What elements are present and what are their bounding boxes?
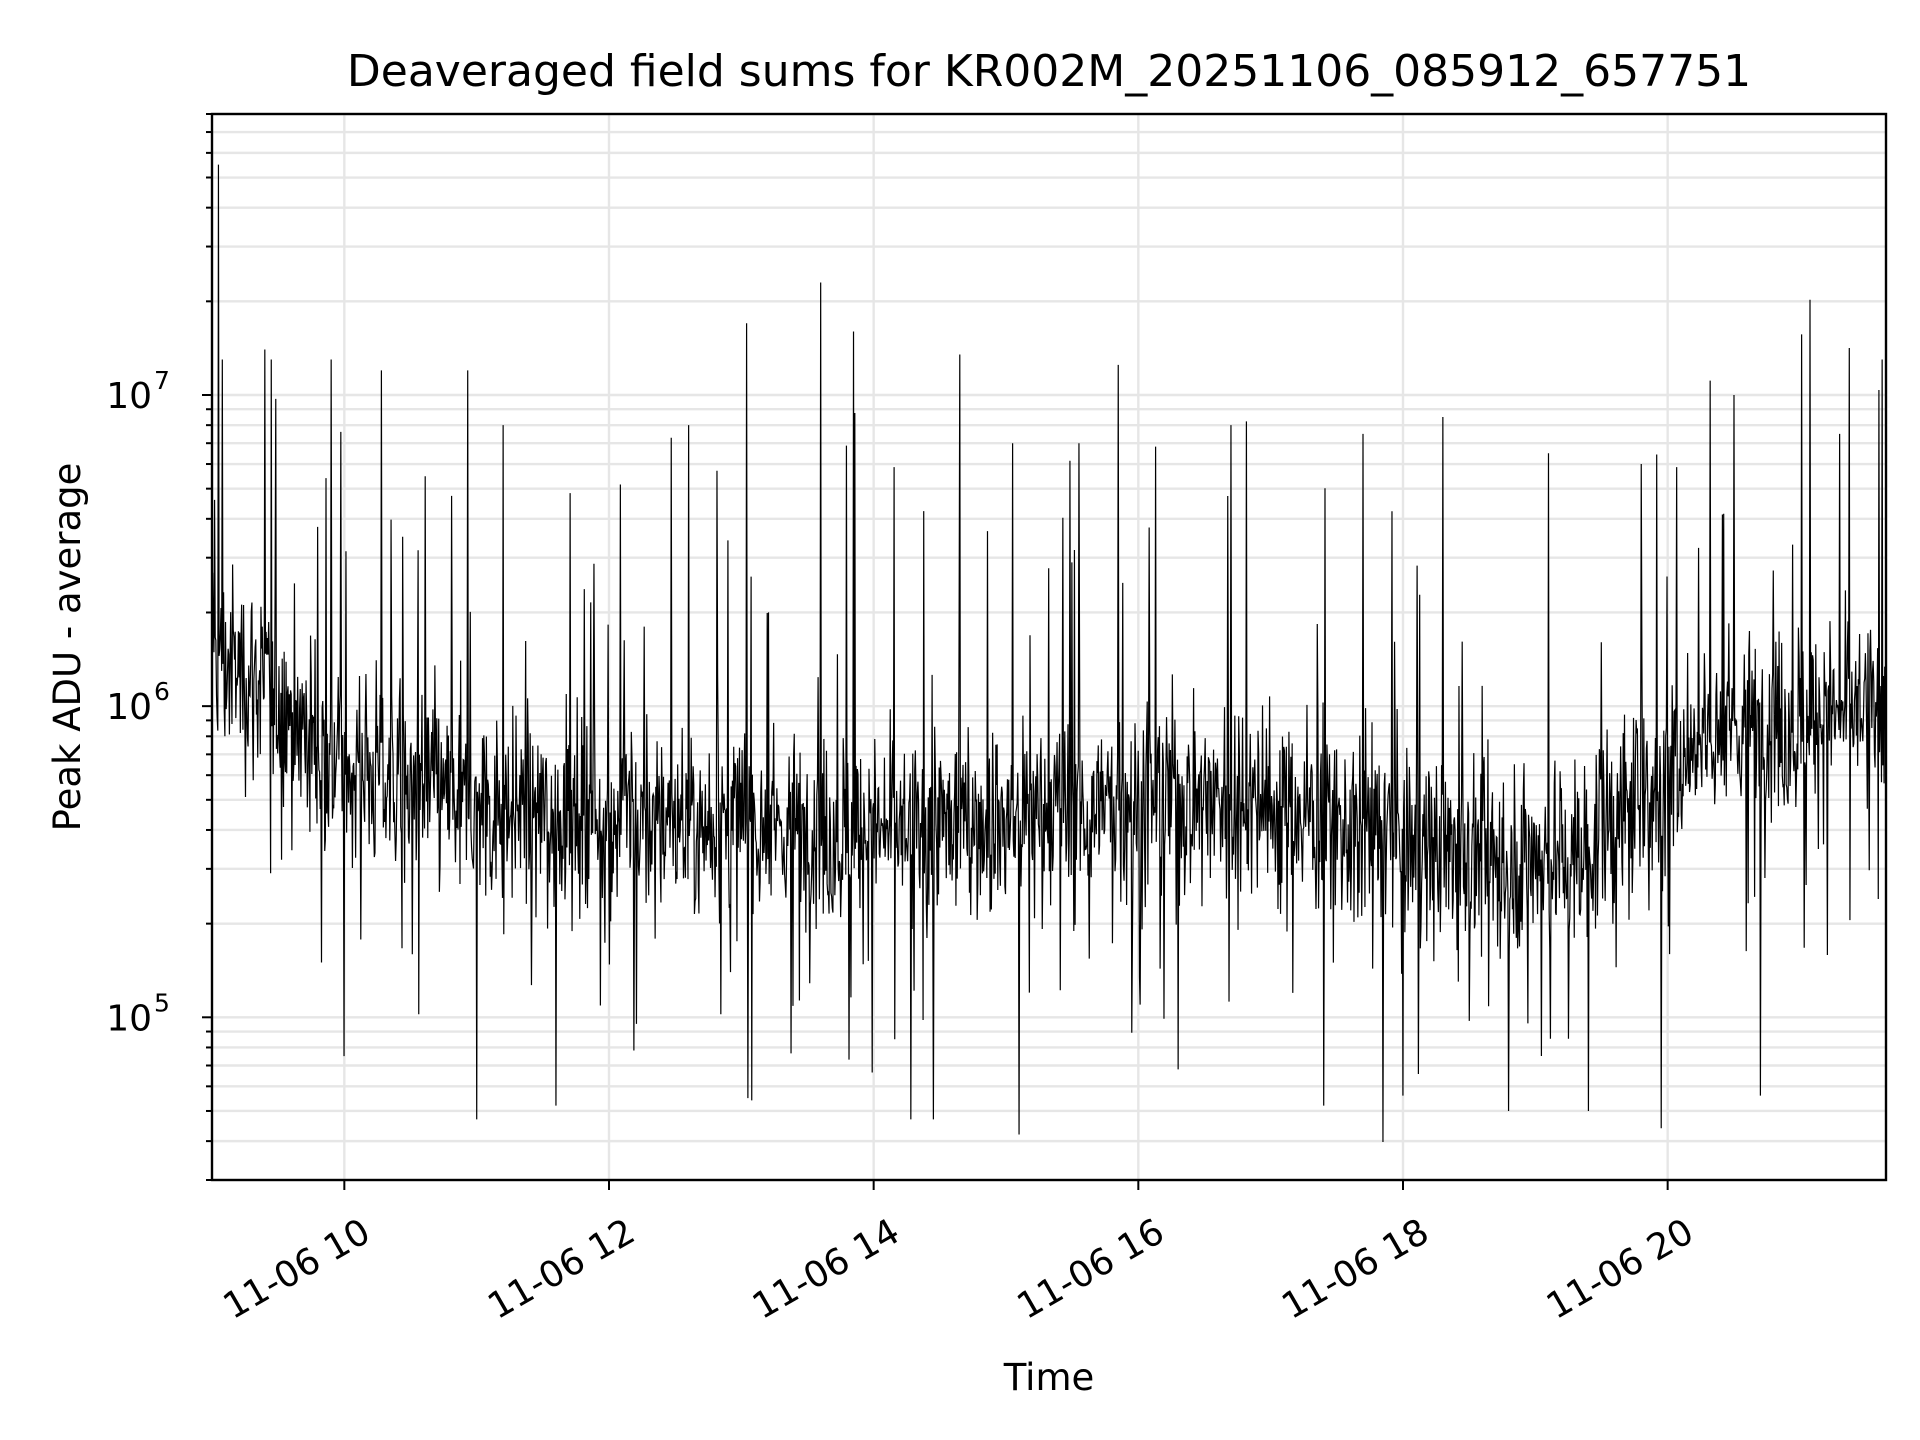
y-tick-label-exponent: 5: [154, 988, 170, 1017]
x-axis-label: Time: [1003, 1356, 1095, 1399]
y-axis-label: Peak ADU - average: [46, 463, 89, 832]
series-line: [211, 164, 1887, 1143]
y-tick-label: 10: [106, 998, 152, 1039]
y-tick-label: 10: [106, 376, 152, 417]
y-tick-label-exponent: 7: [154, 366, 170, 395]
series-layer: [211, 164, 1887, 1143]
y-tick-label-exponent: 6: [154, 677, 170, 706]
plot-frame: [210, 112, 1888, 1182]
chart-title: Deaveraged field sums for KR002M_2025110…: [347, 46, 1751, 97]
y-tick-label: 10: [106, 687, 152, 728]
